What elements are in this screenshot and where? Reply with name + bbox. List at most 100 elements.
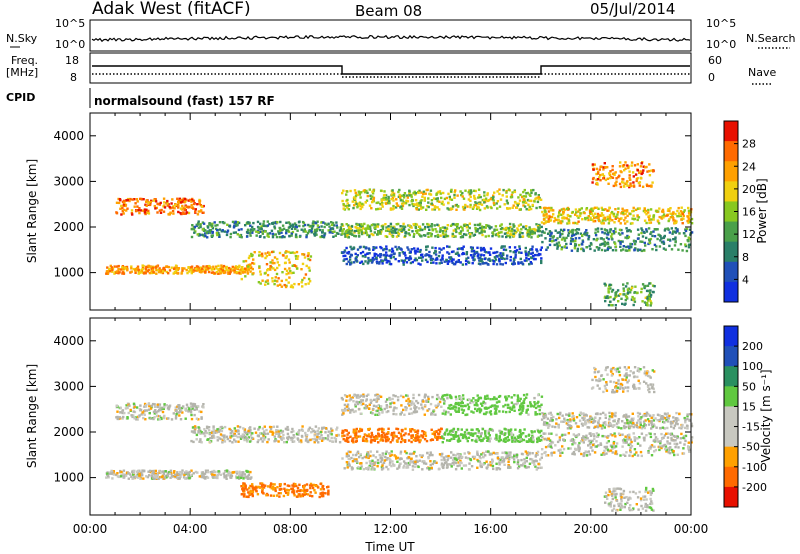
echo-cell bbox=[279, 220, 282, 224]
echo-cell bbox=[125, 199, 128, 202]
echo-cell bbox=[216, 439, 219, 442]
echo-cell bbox=[229, 432, 232, 435]
echo-cell bbox=[562, 211, 565, 214]
echo-cell bbox=[548, 243, 552, 247]
echo-cell bbox=[441, 254, 444, 257]
echo-cell bbox=[467, 451, 470, 454]
echo-cell bbox=[567, 219, 571, 222]
echo-cell bbox=[322, 488, 325, 491]
echo-cell bbox=[266, 273, 270, 277]
echo-cell bbox=[634, 208, 638, 211]
echo-cell bbox=[418, 225, 422, 228]
echo-cell bbox=[609, 170, 612, 173]
echo-cell bbox=[327, 229, 330, 232]
echo-cell bbox=[117, 264, 120, 268]
echo-cell bbox=[248, 232, 252, 235]
echo-cell bbox=[574, 232, 578, 236]
echo-cell bbox=[496, 255, 499, 258]
echo-cell bbox=[456, 227, 459, 230]
echo-cell bbox=[646, 297, 649, 300]
echo-cell bbox=[680, 218, 683, 221]
echo-cell bbox=[384, 452, 388, 455]
echo-cell bbox=[419, 200, 422, 203]
echo-cell bbox=[366, 224, 370, 227]
echo-cell bbox=[373, 231, 376, 234]
echo-cell bbox=[556, 247, 559, 250]
echo-cell bbox=[163, 416, 166, 420]
echo-cell bbox=[106, 266, 109, 269]
echo-cell bbox=[441, 452, 444, 456]
echo-cell bbox=[333, 436, 336, 440]
echo-cell bbox=[193, 429, 196, 432]
echo-cell bbox=[151, 268, 155, 272]
echo-cell bbox=[327, 435, 330, 439]
echo-cell bbox=[622, 293, 625, 296]
echo-cell bbox=[486, 263, 489, 266]
echo-cell bbox=[141, 209, 145, 212]
echo-cell bbox=[445, 455, 448, 458]
echo-cell bbox=[440, 462, 444, 465]
echo-cell bbox=[480, 453, 483, 456]
echo-cell bbox=[292, 492, 296, 495]
echo-cell bbox=[457, 254, 461, 257]
echo-cell bbox=[438, 453, 442, 456]
echo-cell bbox=[175, 267, 179, 270]
echo-cell bbox=[637, 181, 641, 185]
echo-cell bbox=[216, 223, 219, 227]
echo-cell bbox=[154, 207, 157, 210]
echo-cell bbox=[283, 267, 287, 271]
echo-cell bbox=[243, 438, 246, 442]
echo-cell bbox=[404, 202, 408, 205]
echo-cell bbox=[258, 266, 261, 270]
echo-cell bbox=[511, 456, 514, 459]
echo-cell bbox=[492, 451, 495, 455]
echo-cell bbox=[233, 432, 236, 436]
echo-cell bbox=[199, 225, 202, 229]
echo-cell bbox=[190, 227, 194, 231]
echo-cell bbox=[541, 210, 544, 214]
echo-cell bbox=[527, 250, 531, 254]
echo-cell bbox=[401, 199, 404, 202]
echo-cell bbox=[636, 228, 640, 231]
echo-cell bbox=[204, 268, 208, 271]
echo-cell bbox=[457, 461, 460, 464]
echo-cell bbox=[395, 223, 398, 226]
echo-cell bbox=[668, 209, 671, 213]
echo-cell bbox=[609, 176, 612, 180]
echo-cell bbox=[509, 466, 512, 469]
echo-cell bbox=[409, 428, 412, 431]
echo-cell bbox=[366, 252, 369, 255]
echo-cell bbox=[454, 454, 458, 457]
echo-cell bbox=[349, 232, 352, 236]
echo-cell bbox=[416, 231, 419, 235]
echo-cell bbox=[522, 190, 525, 194]
echo-cell bbox=[434, 235, 437, 238]
echo-cell bbox=[614, 304, 617, 307]
echo-cell bbox=[291, 436, 294, 440]
echo-cell bbox=[639, 248, 642, 251]
echo-cell bbox=[384, 223, 387, 226]
echo-cell bbox=[515, 202, 519, 205]
echo-cell bbox=[462, 233, 466, 236]
echo-cell bbox=[535, 452, 538, 455]
echo-cell bbox=[532, 188, 535, 192]
echo-cell bbox=[469, 233, 472, 236]
echo-cell bbox=[311, 226, 314, 229]
echo-cell bbox=[421, 253, 424, 256]
echo-cell bbox=[160, 208, 163, 212]
echo-cell bbox=[230, 434, 234, 438]
echo-cell bbox=[263, 431, 266, 434]
echo-cell bbox=[348, 464, 351, 467]
echo-cell bbox=[334, 234, 337, 237]
echo-cell bbox=[398, 464, 401, 467]
echo-cell bbox=[319, 488, 323, 491]
echo-cell bbox=[614, 245, 618, 248]
echo-cell bbox=[668, 238, 671, 241]
echo-cell bbox=[263, 224, 266, 228]
echo-cell bbox=[305, 433, 309, 437]
echo-cell bbox=[495, 232, 498, 236]
echo-cell bbox=[198, 270, 202, 274]
echo-cell bbox=[536, 200, 540, 204]
echo-cell bbox=[513, 201, 517, 204]
echo-cell bbox=[277, 230, 280, 233]
